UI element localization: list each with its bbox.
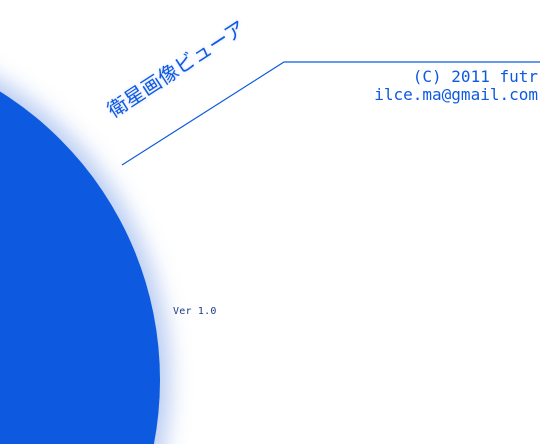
version-label: Ver 1.0 (173, 306, 217, 317)
app-title: 衛星画像ビューア (102, 15, 250, 123)
copyright-text: (C) 2011 futr (412, 67, 538, 86)
credits-block: (C) 2011 futr ilce.ma@gmail.com (374, 68, 538, 104)
author-email-text: ilce.ma@gmail.com (374, 85, 538, 104)
